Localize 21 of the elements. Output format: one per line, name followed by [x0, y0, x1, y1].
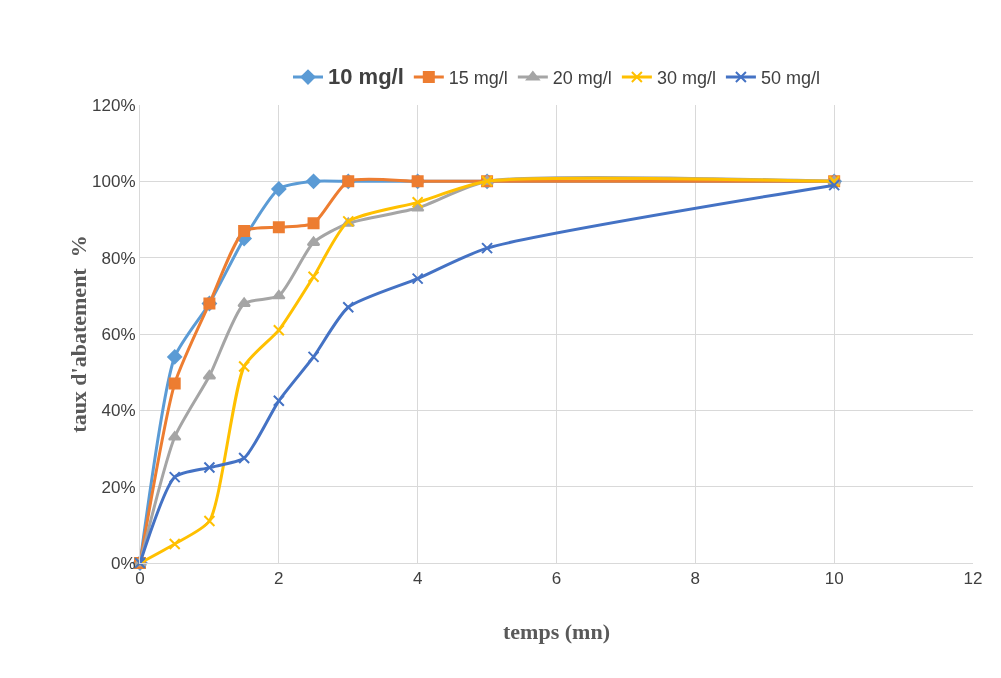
- x-tick-label: 6: [551, 569, 562, 589]
- y-tick-label: 60%: [101, 324, 136, 344]
- y-tick-label: 20%: [101, 477, 136, 497]
- x-tick-label: 8: [690, 569, 701, 589]
- x-tick-label: 10: [824, 569, 844, 589]
- x-tick-label: 0: [135, 569, 145, 589]
- y-tick-label: 80%: [101, 248, 136, 268]
- legend-label: 15 mg/l: [448, 68, 508, 89]
- y-tick-label: 0%: [111, 553, 136, 573]
- x-tick-label: 4: [412, 569, 423, 589]
- x-tick-label: 2: [274, 569, 284, 589]
- y-tick-label: 40%: [101, 401, 136, 421]
- legend-label: 30 mg/l: [656, 68, 716, 89]
- y-tick-label: 100%: [92, 172, 136, 192]
- legend-label: 10 mg/l: [328, 64, 404, 90]
- legend-label: 20 mg/l: [552, 68, 612, 89]
- x-axis-title: temps (mn): [503, 619, 610, 644]
- y-tick-label: 120%: [92, 95, 136, 115]
- y-axis-title: taux d'abatement %: [66, 235, 91, 433]
- x-tick-label: 12: [963, 569, 983, 589]
- legend-label: 50 mg/l: [760, 68, 820, 89]
